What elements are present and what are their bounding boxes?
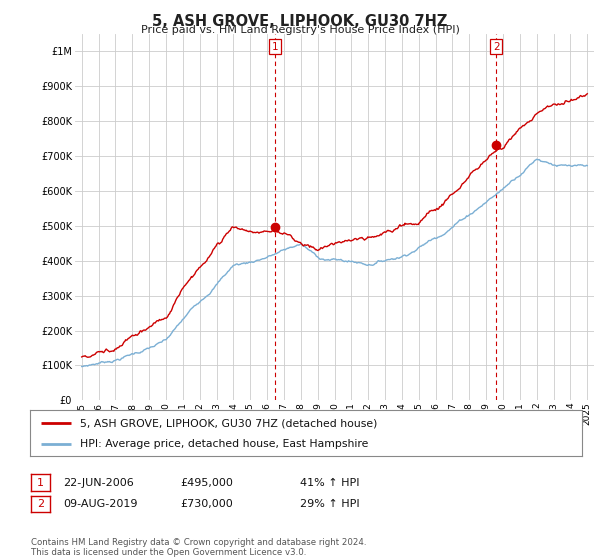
Text: £730,000: £730,000 [180, 499, 233, 509]
Text: Contains HM Land Registry data © Crown copyright and database right 2024.
This d: Contains HM Land Registry data © Crown c… [31, 538, 367, 557]
Text: HPI: Average price, detached house, East Hampshire: HPI: Average price, detached house, East… [80, 440, 368, 450]
Text: 5, ASH GROVE, LIPHOOK, GU30 7HZ: 5, ASH GROVE, LIPHOOK, GU30 7HZ [152, 14, 448, 29]
Text: 29% ↑ HPI: 29% ↑ HPI [300, 499, 359, 509]
Text: 1: 1 [272, 41, 278, 52]
Text: £495,000: £495,000 [180, 478, 233, 488]
Text: 2: 2 [493, 41, 500, 52]
Text: 41% ↑ HPI: 41% ↑ HPI [300, 478, 359, 488]
Text: 5, ASH GROVE, LIPHOOK, GU30 7HZ (detached house): 5, ASH GROVE, LIPHOOK, GU30 7HZ (detache… [80, 418, 377, 428]
Text: 1: 1 [37, 478, 44, 488]
Text: Price paid vs. HM Land Registry's House Price Index (HPI): Price paid vs. HM Land Registry's House … [140, 25, 460, 35]
Text: 2: 2 [37, 499, 44, 509]
Text: 09-AUG-2019: 09-AUG-2019 [63, 499, 137, 509]
Text: 22-JUN-2006: 22-JUN-2006 [63, 478, 134, 488]
